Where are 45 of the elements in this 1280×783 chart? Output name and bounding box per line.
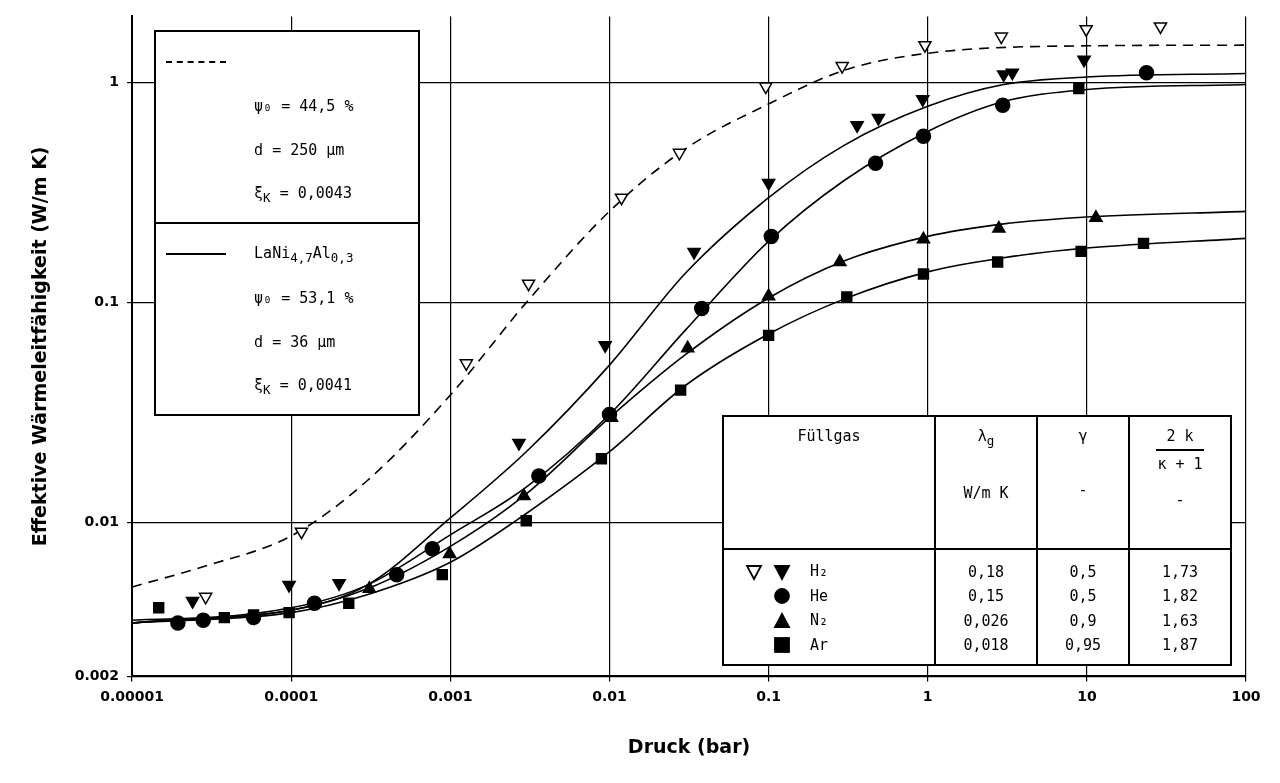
- x-tick-label: 100: [1231, 688, 1261, 705]
- annotation: Füllgas: [723, 416, 935, 550]
- legend-label: H₂: [810, 562, 829, 581]
- annotation: W/m K: [963, 484, 1009, 503]
- annotation: λ$_{g}$: [977, 427, 995, 449]
- y-tick-label: 0.1: [94, 293, 120, 310]
- annotation: γ: [1078, 427, 1088, 446]
- annotation: 0,5: [1037, 583, 1129, 609]
- annotation: 2 k: [1156, 427, 1204, 452]
- annotation: 0,15: [935, 583, 1037, 609]
- y-tick-label: 1: [109, 73, 120, 90]
- annotation: 1,63: [1129, 608, 1231, 633]
- annotation: 0,18: [935, 549, 1037, 584]
- annotation: 1,82: [1129, 583, 1231, 609]
- x-tick-label: 0.00001: [100, 688, 164, 705]
- annotation: -: [1078, 481, 1088, 500]
- annotation: -: [1175, 491, 1185, 510]
- x-tick-label: 0.1: [756, 688, 782, 705]
- y-axis-title: Effektive Wärmeleitfähigkeit (W/m K): [28, 146, 51, 547]
- x-tick-label: 0.001: [428, 688, 473, 705]
- legend-label: He: [810, 586, 829, 605]
- x-tick-label: 1: [922, 688, 933, 705]
- y-tick-label: 0.01: [84, 513, 120, 530]
- annotation: 0,5: [1037, 549, 1129, 584]
- annotation: LaNi$_{4,7}$Al$_{0,3}$: [254, 243, 354, 265]
- annotation: d = 250 µm: [254, 141, 345, 160]
- annotation: ξ$_{K}$ = 0,0043: [254, 183, 352, 205]
- x-axis-title: Druck (bar): [627, 734, 751, 757]
- annotation: 0,018: [935, 632, 1037, 666]
- annotation: 0,9: [1037, 608, 1129, 633]
- annotation: 1,87: [1129, 632, 1231, 666]
- x-tick-label: 0.0001: [264, 688, 319, 705]
- annotation: 0,95: [1037, 632, 1129, 666]
- annotation: 0,026: [935, 608, 1037, 633]
- x-tick-label: 10: [1077, 688, 1097, 705]
- y-tick-label: 0.002: [74, 667, 120, 684]
- annotation: 1,73: [1129, 549, 1231, 584]
- annotation: ξ$_{K}$ = 0,0041: [254, 375, 352, 397]
- annotation: κ + 1: [1157, 455, 1203, 474]
- annotation: ψ₀ = 44,5 %: [254, 97, 354, 116]
- x-tick-label: 0.01: [592, 688, 627, 705]
- legend-label: Ar: [810, 635, 829, 654]
- annotation: d = 36 µm: [254, 333, 336, 352]
- annotation: ψ₀ = 53,1 %: [254, 289, 354, 308]
- legend-label: N₂: [810, 611, 829, 630]
